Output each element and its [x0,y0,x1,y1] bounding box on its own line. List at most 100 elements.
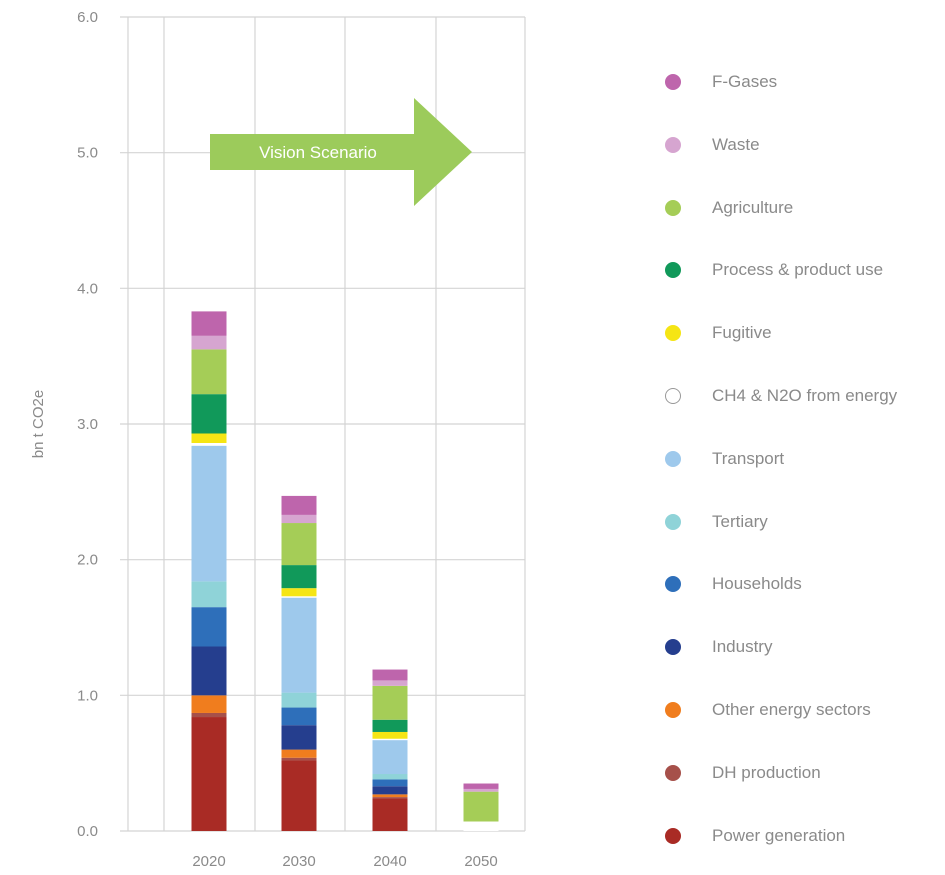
legend-label: CH4 & N2O from energy [712,386,898,405]
legend-item: Industry [665,632,945,662]
bar-segment-2020 [191,695,227,713]
bars [191,311,499,831]
bar-segment-2040 [372,779,408,787]
legend-label: Households [712,574,802,594]
bar-segment-2020 [191,335,227,350]
bar-segment-2020 [191,445,227,582]
vision-scenario-arrow: Vision Scenario [210,98,472,206]
bar-segment-2040 [372,669,408,681]
legend-item: Agriculture [665,193,945,223]
y-tick-labels: 0.0 1.0 2.0 3.0 4.0 5.0 6.0 [77,9,98,840]
legend-swatch [665,74,681,90]
legend-item: F-Gases [665,67,945,97]
bar-segment-2030 [281,692,317,708]
y-tick-label: 3.0 [77,416,98,433]
bar-segment-2030 [281,757,317,761]
bar-segment-2030 [281,588,317,597]
y-tick-label: 0.0 [77,823,98,840]
bar-segment-2030 [281,707,317,726]
legend-swatch [665,702,681,718]
legend-item: CH4 & N2O from energy [665,381,945,411]
bar-segment-2020 [191,712,227,718]
legend-label: Agriculture [712,197,794,217]
bar-segment-2040 [372,685,408,720]
bar-segment-2040 [372,798,408,831]
bar-segment-2020 [191,394,227,434]
legend-label: Power generation [712,825,846,845]
bar-segment-2030 [281,597,317,693]
bar-segment-2020 [191,349,227,395]
legend-swatch [665,199,681,216]
x-tick-label: 2050 [464,853,497,870]
legend-item: Process & product use [665,255,945,285]
bar-segment-2040 [372,774,408,780]
bar-segment-2040 [372,797,408,799]
bar-segment-2040 [372,786,408,795]
legend-item: Transport [665,444,945,474]
y-tick-label: 5.0 [77,145,98,162]
bar-segment-2040 [372,731,408,739]
y-axis-label: bn t CO2e [30,390,47,458]
bar-segment-2030 [281,725,317,750]
legend-label: Transport [712,448,785,468]
legend-swatch [665,513,681,530]
bar-segment-2030 [281,596,317,598]
legend-item: DH production [665,758,945,788]
y-tick-label: 4.0 [77,280,98,297]
y-tick-label: 1.0 [77,687,98,704]
legend-item: Other energy sectors [665,695,945,725]
legend-item: Households [665,569,945,599]
bar-segment-2020 [191,646,227,696]
legend-label: Waste [712,134,760,154]
bar-segment-2030 [281,495,317,515]
x-tick-label: 2030 [282,853,315,870]
legend-swatch [665,325,681,342]
legend-swatch [665,388,681,404]
legend-item: Tertiary [665,507,945,537]
bar-segment-2020 [191,717,227,831]
y-tick-label: 2.0 [77,552,98,569]
bar-segment-2050 [463,791,499,822]
legend-label: F-Gases [712,72,778,91]
legend-swatch [665,262,681,279]
bar-segment-2020 [191,433,227,443]
bar-segment-2020 [191,442,227,446]
bar-segment-2040 [372,794,408,798]
x-tick-label: 2040 [373,853,406,870]
x-tick-label: 2020 [192,853,225,870]
bar-segment-2020 [191,607,227,647]
legend-swatch [665,764,681,781]
bar-segment-2040 [372,738,408,741]
bar-segment-2040 [372,740,408,775]
bar-segment-2030 [281,760,317,831]
x-tick-labels: 2020 2030 2040 2050 [192,853,497,870]
legend-swatch [665,450,681,467]
legend-label: Process & product use [712,260,884,280]
bar-segment-2050 [463,821,499,831]
bar-segment-2050 [463,788,499,792]
bar-segment-2030 [281,514,317,524]
bar-segment-2030 [281,565,317,589]
bar-segment-2040 [372,680,408,686]
legend-item: Power generation [665,821,945,851]
legend-swatch [665,639,681,656]
arrow-label: Vision Scenario [259,143,377,162]
legend-label: Other energy sectors [712,700,871,719]
legend-swatch [665,827,681,844]
legend-label: DH production [712,762,821,782]
bar-segment-2050 [463,783,499,789]
legend-label: Industry [712,637,773,657]
legend-label: Fugitive [712,323,772,343]
arrow-shape [210,98,472,206]
legend-item: Fugitive [665,318,945,348]
legend-swatch [665,136,681,153]
bar-segment-2020 [191,311,227,336]
bar-segment-2030 [281,749,317,758]
legend-swatch [665,576,681,593]
bar-segment-2030 [281,523,317,566]
bar-segment-2020 [191,581,227,608]
y-tick-label: 6.0 [77,9,98,26]
legend-item: Waste [665,130,945,160]
bar-segment-2040 [372,719,408,732]
